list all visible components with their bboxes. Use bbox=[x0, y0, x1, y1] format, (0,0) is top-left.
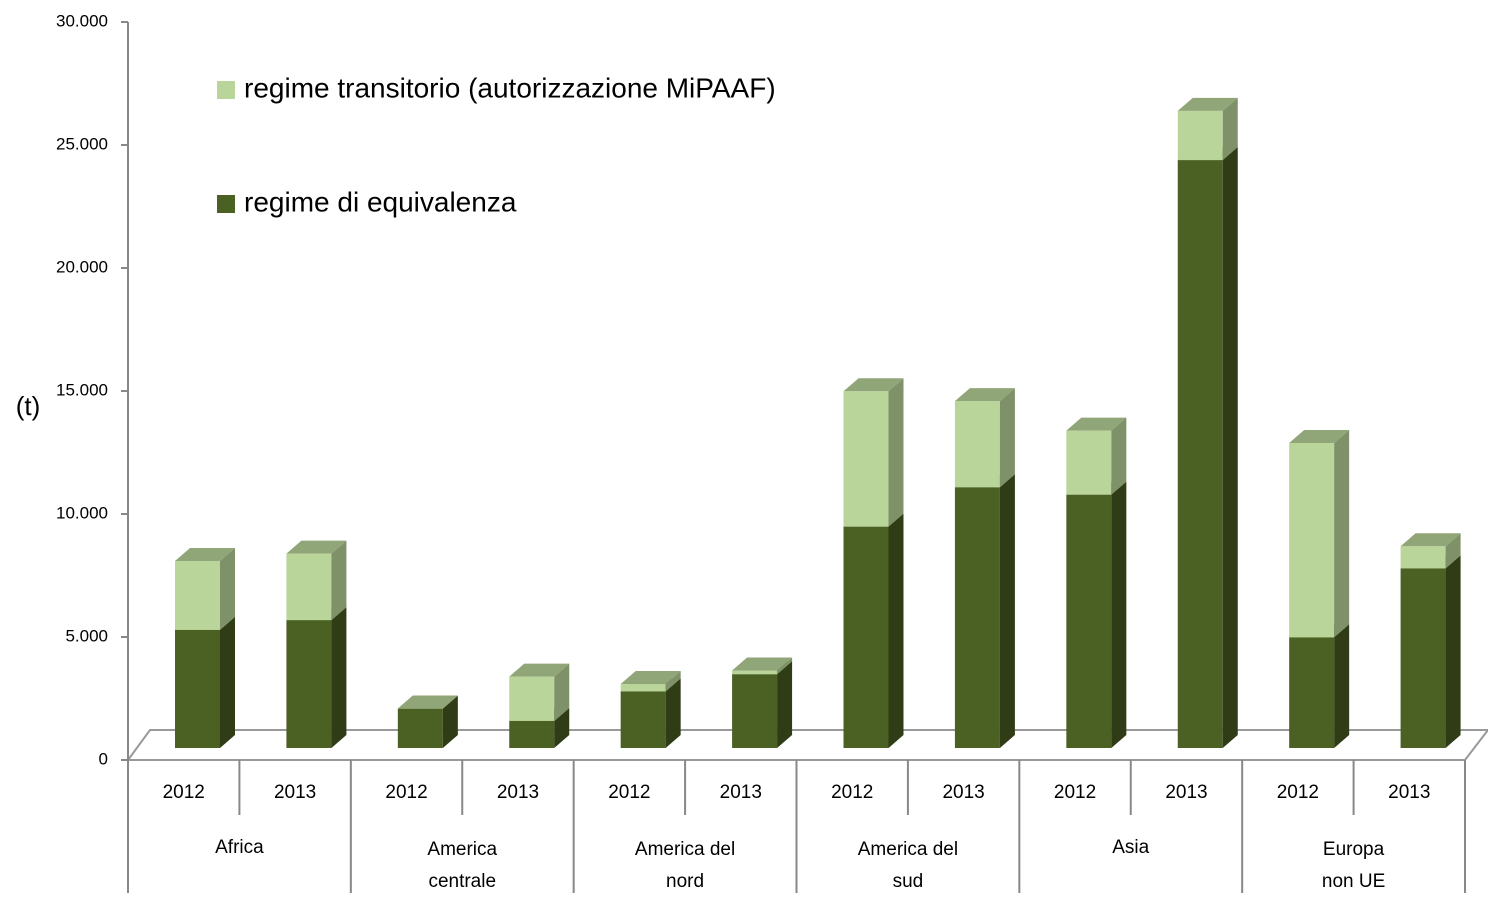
bar-side bbox=[1334, 624, 1350, 748]
bar-segment bbox=[843, 391, 889, 527]
bar-side bbox=[888, 378, 904, 527]
group-label: America del nord bbox=[634, 839, 736, 892]
bar-segment bbox=[509, 676, 555, 721]
x-tick-label: 2013 bbox=[274, 782, 316, 803]
bar-side bbox=[1111, 481, 1127, 748]
bar-side bbox=[999, 388, 1015, 488]
bar-top bbox=[843, 378, 904, 392]
bar-segment bbox=[843, 526, 889, 748]
bar-segment bbox=[1400, 546, 1446, 569]
y-tick-label: 20.000 bbox=[56, 257, 108, 276]
bar-top bbox=[1177, 97, 1238, 111]
x-tick-label: 2013 bbox=[497, 782, 539, 803]
bar-side bbox=[1334, 429, 1350, 638]
bar-side bbox=[220, 616, 235, 748]
bar-side bbox=[331, 540, 347, 621]
bar-segment bbox=[1177, 110, 1223, 161]
y-tick-label: 5.000 bbox=[65, 626, 108, 645]
bar-side bbox=[999, 474, 1015, 748]
y-tick-label: 10.000 bbox=[56, 503, 108, 522]
bar-top bbox=[1066, 417, 1127, 431]
bar-side bbox=[1222, 97, 1238, 161]
bar-top bbox=[509, 663, 570, 677]
group-label: Europa non UE bbox=[1321, 839, 1386, 892]
bar-side bbox=[1111, 417, 1127, 495]
bar-segment bbox=[1177, 160, 1223, 748]
bar-segment bbox=[1289, 637, 1335, 748]
bar-top bbox=[954, 388, 1015, 402]
bar-top bbox=[732, 657, 793, 671]
bar-segment bbox=[1066, 494, 1112, 748]
bar-segment bbox=[175, 629, 220, 748]
group-label: Asia bbox=[1112, 837, 1150, 858]
x-tick-label: 2012 bbox=[608, 782, 650, 803]
y-axis-label: (t) bbox=[16, 391, 41, 421]
x-tick-label: 2013 bbox=[1165, 782, 1207, 803]
bar-segment bbox=[954, 401, 1000, 488]
bar-side bbox=[777, 661, 793, 748]
group-label: America centrale bbox=[427, 839, 498, 892]
legend-swatch bbox=[217, 195, 235, 213]
bar-segment bbox=[1289, 442, 1335, 638]
y-tick-label: 15.000 bbox=[56, 380, 108, 399]
bar-side bbox=[442, 695, 458, 748]
bar-segment bbox=[1066, 430, 1112, 495]
bar-segment bbox=[397, 708, 443, 748]
bar-side bbox=[220, 548, 235, 630]
x-tick-label: 2012 bbox=[385, 782, 427, 803]
bar-segment bbox=[732, 674, 778, 748]
y-tick-label: 30.000 bbox=[56, 11, 108, 30]
bar-side bbox=[331, 607, 347, 748]
y-tick-label: 0 bbox=[99, 749, 108, 768]
bar-segment bbox=[175, 561, 220, 630]
group-label: America del sud bbox=[857, 839, 959, 892]
bar-segment bbox=[620, 691, 666, 748]
y-tick-label: 25.000 bbox=[56, 134, 108, 153]
bar-segment bbox=[509, 720, 555, 748]
bar-segment bbox=[1400, 568, 1446, 748]
bar-side bbox=[1222, 147, 1238, 748]
bar-side bbox=[665, 671, 681, 692]
bar-segment bbox=[620, 684, 666, 692]
bar-top bbox=[1289, 429, 1350, 443]
x-tick-label: 2013 bbox=[942, 782, 984, 803]
bar-side bbox=[665, 678, 681, 748]
x-tick-label: 2013 bbox=[720, 782, 762, 803]
x-tick-label: 2012 bbox=[831, 782, 873, 803]
bar-side bbox=[554, 663, 570, 721]
bar-segment bbox=[286, 620, 332, 748]
bar-segment bbox=[732, 670, 778, 675]
bar-top bbox=[175, 548, 235, 562]
bar-side bbox=[1445, 533, 1461, 569]
legend-label: regime di equivalenza bbox=[244, 186, 517, 217]
group-label: Africa bbox=[215, 837, 264, 858]
legend-swatch bbox=[217, 81, 235, 99]
bar-side bbox=[554, 707, 570, 748]
bar-side bbox=[888, 513, 904, 748]
bar-segment bbox=[954, 487, 1000, 748]
x-tick-label: 2013 bbox=[1388, 782, 1430, 803]
bar-top bbox=[397, 695, 458, 709]
bar-top bbox=[1400, 533, 1461, 547]
bar-top bbox=[286, 540, 347, 554]
bar-side bbox=[1445, 555, 1461, 748]
x-tick-label: 2012 bbox=[1054, 782, 1096, 803]
legend-label: regime transitorio (autorizzazione MiPAA… bbox=[244, 72, 776, 103]
bar-side bbox=[777, 657, 793, 675]
bar-top bbox=[620, 671, 681, 685]
bar-segment bbox=[286, 553, 332, 621]
x-tick-label: 2012 bbox=[163, 782, 205, 803]
x-tick-label: 2012 bbox=[1277, 782, 1319, 803]
